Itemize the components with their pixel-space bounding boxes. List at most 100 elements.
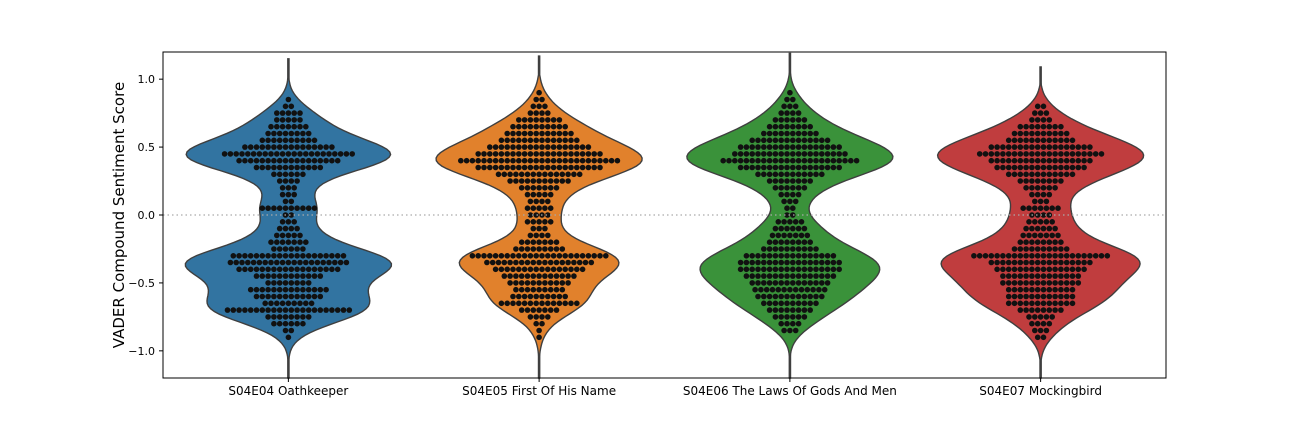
swarm-point	[300, 280, 306, 286]
swarm-point	[323, 266, 329, 273]
swarm-point	[311, 205, 318, 211]
swarm-point	[516, 266, 522, 273]
swarm-point	[795, 225, 802, 232]
swarm-point	[536, 225, 542, 232]
swarm-point	[539, 137, 545, 144]
swarm-point	[1032, 327, 1038, 334]
y-axis: −1.0 −0.5 0.0 0.5 1.0	[128, 73, 163, 358]
swarm-point	[265, 307, 271, 313]
swarm-point	[1017, 151, 1024, 157]
swarm-point	[1043, 327, 1050, 334]
swarm-point	[510, 300, 516, 307]
swarm-point	[1005, 300, 1012, 307]
swarm-point	[790, 171, 796, 178]
swarm-point	[276, 273, 283, 279]
swarm-point	[1034, 185, 1041, 191]
swarm-point	[790, 320, 796, 327]
swarm-point	[553, 286, 560, 293]
swarm-point	[308, 151, 315, 157]
swarm-point	[565, 273, 571, 279]
swarm-point	[300, 320, 306, 327]
swarm-point	[507, 171, 513, 178]
swarm-point	[556, 300, 563, 307]
swarm-point	[279, 191, 286, 198]
swarm-point	[795, 314, 802, 320]
swarm-point	[492, 164, 499, 171]
swarm-point	[282, 266, 289, 273]
swarm-point	[300, 307, 306, 313]
swarm-point	[487, 253, 493, 259]
swarm-point	[268, 151, 274, 157]
swarm-point	[539, 314, 545, 320]
swarm-point	[305, 293, 312, 300]
swarm-point	[790, 212, 796, 218]
swarm-point	[988, 259, 995, 266]
swarm-point	[1037, 327, 1044, 334]
swarm-point	[1034, 246, 1041, 252]
swarm-point	[988, 157, 995, 164]
swarm-point	[550, 130, 557, 137]
swarm-point	[772, 185, 779, 191]
swarm-point	[732, 151, 738, 157]
swarm-point	[317, 144, 324, 150]
swarm-point	[749, 273, 755, 279]
swarm-point	[332, 151, 338, 157]
swarm-point	[271, 130, 277, 137]
swarm-point	[790, 293, 796, 300]
swarm-point	[527, 164, 534, 171]
swarm-point	[518, 286, 525, 293]
swarm-point	[758, 286, 764, 293]
swarm-point	[1005, 151, 1012, 157]
swarm-point	[1040, 286, 1047, 293]
swarm-point	[766, 293, 773, 300]
swarm-point	[1046, 280, 1053, 286]
swarm-point	[276, 171, 283, 178]
swarm-point	[516, 137, 522, 144]
swarm-point	[1017, 300, 1024, 307]
swarm-point	[574, 144, 580, 150]
swarm-point	[285, 185, 292, 191]
swarm-point	[761, 137, 767, 144]
swarm-point	[755, 259, 761, 266]
swarm-point	[1023, 239, 1029, 245]
swarm-point	[221, 151, 228, 157]
swarm-point	[542, 307, 548, 313]
swarm-point	[545, 110, 551, 116]
swarm-point	[801, 239, 808, 245]
swarm-point	[524, 307, 531, 313]
swarm-point	[498, 137, 505, 144]
swarm-point	[518, 171, 525, 178]
swarm-point	[481, 253, 487, 259]
swarm-point	[1063, 171, 1070, 178]
swarm-point	[778, 191, 784, 198]
swarm-point	[1023, 225, 1029, 232]
swarm-point	[1058, 123, 1064, 130]
swarm-point	[1034, 266, 1041, 273]
swarm-point	[766, 123, 773, 130]
swarm-point	[807, 144, 813, 150]
swarm-point	[585, 157, 592, 164]
swarm-point	[1052, 253, 1058, 259]
swarm-point	[778, 307, 784, 313]
swarm-point	[1034, 171, 1041, 178]
swarm-point	[542, 286, 548, 293]
swarm-point	[1046, 130, 1053, 137]
swarm-point	[550, 266, 557, 273]
swarm-point	[276, 205, 283, 211]
swarm-point	[790, 280, 796, 286]
swarm-point	[524, 239, 531, 245]
swarm-point	[513, 280, 519, 286]
swarm-point	[545, 253, 551, 259]
swarm-point	[781, 219, 787, 225]
swarm-point	[559, 246, 566, 252]
swarm-point	[1011, 171, 1018, 178]
swarm-point	[588, 259, 595, 266]
swarm-point	[1029, 280, 1035, 286]
swarm-point	[1005, 171, 1012, 178]
swarm-point	[1058, 253, 1064, 259]
swarm-point	[790, 178, 796, 184]
swarm-point	[539, 157, 545, 164]
swarm-point	[311, 164, 318, 171]
swarm-point	[1069, 300, 1076, 307]
swarm-point	[291, 185, 298, 191]
